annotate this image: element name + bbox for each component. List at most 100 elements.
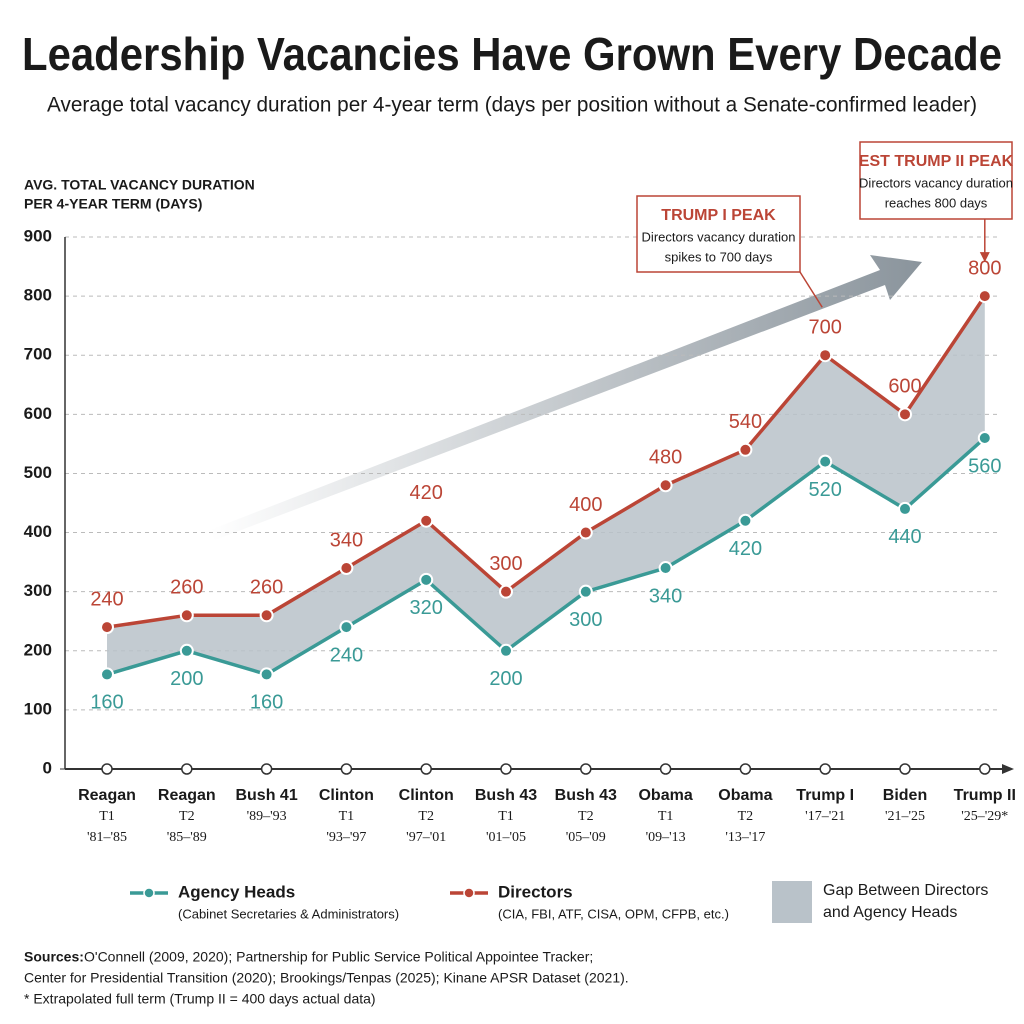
x-tick-label: Obama [638,787,692,804]
data-point [179,608,194,623]
data-point [179,643,194,658]
y-tick-label: 500 [24,463,52,482]
data-point [818,454,833,469]
y-axis-title: AVG. TOTAL VACANCY DURATION [24,177,255,193]
annotation-title: EST TRUMP II PEAK [859,153,1014,170]
x-tick-label: Trump II [954,787,1016,804]
legend-swatch [772,881,812,923]
data-label: 320 [410,597,443,619]
x-tick-label: Reagan [158,787,216,804]
x-tick-label: Clinton [399,787,454,804]
legend-dot [463,887,475,899]
x-axis-dot [260,763,273,775]
annotation-text: Directors vacancy duration [642,229,796,244]
data-point [738,442,753,457]
x-tick-label: '13–'17 [725,830,765,845]
data-label: 440 [888,526,921,548]
data-point [658,561,673,576]
data-label: 240 [330,644,363,666]
x-tick-label: T2 [738,809,754,824]
data-point [578,525,593,540]
data-label: 480 [649,447,682,469]
data-point [259,608,274,623]
chart-title: Leadership Vacancies Have Grown Every De… [22,28,1002,80]
legend-description: (Cabinet Secretaries & Administrators) [178,906,399,921]
y-tick-label: 900 [24,226,52,245]
legend-description: (CIA, FBI, ATF, CISA, OPM, CFPB, etc.) [498,906,729,921]
data-label: 240 [90,588,123,610]
data-label: 700 [809,317,842,339]
legend-label: Directors [498,882,573,901]
x-tick-label: Reagan [78,787,136,804]
x-tick-label: Bush 43 [475,787,537,804]
x-tick-label: Biden [883,787,927,804]
legend-dot [143,887,155,899]
x-tick-label: '05–'09 [566,830,606,845]
annotation-text: Directors vacancy duration [859,175,1013,190]
data-point [977,289,992,304]
data-point [499,643,513,658]
chart-subtitle: Average total vacancy duration per 4-yea… [47,94,977,117]
series-line [106,436,986,677]
x-axis-dot [979,763,991,775]
y-tick-label: 800 [24,286,52,305]
data-point [499,584,513,599]
data-point [738,513,753,528]
x-tick-label: '97–'01 [406,830,446,845]
x-tick-label: '21–'25 [885,809,925,824]
data-label: 200 [489,668,522,690]
data-point [339,620,354,635]
y-tick-label: 600 [24,404,52,423]
x-axis-dot [739,763,752,775]
data-point [898,501,912,516]
series-line [106,295,987,629]
data-label: 420 [729,538,762,560]
legend-label: and Agency Heads [823,904,957,921]
data-point [100,667,114,682]
x-axis-dot [899,763,911,775]
x-tick-label: Obama [718,787,772,804]
x-tick-label: Bush 41 [235,787,297,804]
footnote: * Extrapolated full term (Trump II = 400… [24,991,376,1007]
annotation-text: spikes to 700 days [665,249,773,264]
x-axis-arrow [1002,764,1014,774]
data-point [818,348,833,363]
x-tick-label: T2 [179,809,195,824]
data-point [898,407,912,422]
x-tick-label: T1 [339,809,355,824]
x-tick-label: '85–'89 [167,830,207,845]
y-tick-label: 400 [24,522,52,541]
data-point [100,620,114,635]
x-axis-dot [659,763,672,775]
x-tick-label: T1 [658,809,674,824]
data-point [977,430,992,445]
data-label: 420 [410,482,443,504]
data-point [339,561,354,576]
annotation-arrowhead [979,252,990,263]
data-label: 300 [569,609,602,631]
y-tick-label: 100 [24,699,52,718]
x-tick-label: Bush 43 [555,787,617,804]
x-tick-label: '81–'85 [87,830,127,845]
data-point [419,572,434,587]
x-tick-label: '25–'29* [961,809,1008,824]
x-axis-dot [580,763,592,775]
x-tick-label: T1 [498,809,514,824]
x-tick-label: Clinton [319,787,374,804]
x-tick-label: T2 [578,809,594,824]
y-axis-title: PER 4-YEAR TERM (DAYS) [24,196,202,212]
data-label: 800 [968,257,1001,279]
legend-label: Agency Heads [178,882,295,901]
sources-text: O'Connell (2009, 2020); Partnership for … [84,949,593,965]
annotation-title: TRUMP I PEAK [661,207,776,224]
y-tick-label: 0 [43,758,52,777]
data-label: 600 [888,376,921,398]
data-label: 400 [569,494,602,516]
annotation-pointer [799,271,823,308]
annotation-box [636,195,801,273]
y-tick-label: 300 [24,581,52,600]
data-point [259,667,274,682]
x-tick-label: '89–'93 [247,809,287,824]
x-tick-label: T2 [418,809,434,824]
